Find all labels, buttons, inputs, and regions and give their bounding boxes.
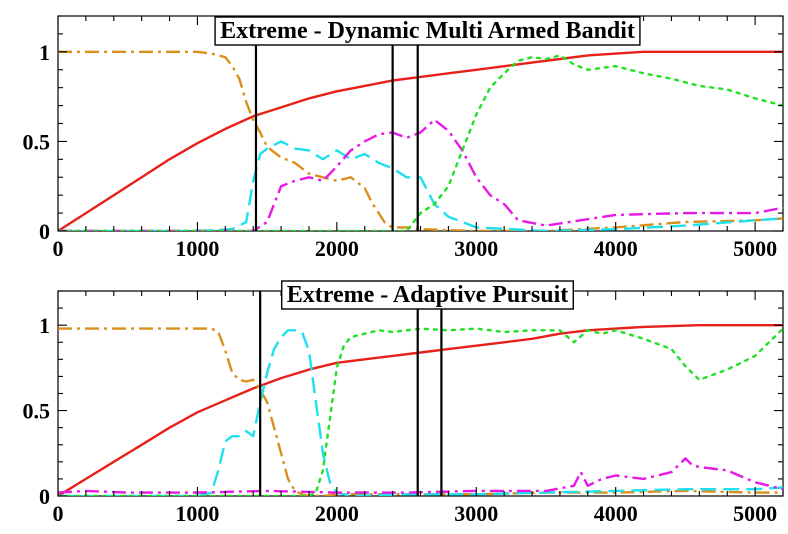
x-tick-label: 2000: [315, 501, 359, 526]
plot-frame: [57, 15, 784, 232]
chart-title: Extreme - Adaptive Pursuit: [287, 282, 569, 308]
series-line-3: [58, 457, 783, 494]
x-tick-label: 0: [53, 501, 64, 526]
series-line-3: [58, 118, 783, 231]
y-tick-label: 1: [39, 40, 50, 65]
chart-title: Extreme - Dynamic Multi Armed Bandit: [220, 18, 635, 44]
bottom-panel: 0 1000 2000 3000 4000 5000 0 0.5 1 Extreme - Adap…: [23, 280, 784, 526]
x-tick-label: 5000: [733, 236, 777, 261]
series-line-2: [58, 329, 783, 496]
x-tick-label: 4000: [594, 501, 638, 526]
x-tick-label: 0: [53, 236, 64, 261]
y-tick-label: 0: [39, 219, 50, 244]
top-panel: 0 1000 2000 3000 4000 5000 0 0.5 1 Extreme - Dyna…: [23, 15, 784, 261]
series-line-2: [58, 140, 783, 231]
plot-frame: [57, 290, 784, 497]
x-tick-label: 1000: [175, 501, 219, 526]
y-tick-label: 0: [39, 484, 50, 509]
series-line-4: [58, 54, 783, 231]
x-tick-label: 4000: [594, 236, 638, 261]
series-line-4: [58, 327, 783, 496]
series-line-1: [58, 327, 783, 496]
y-tick-label: 1: [39, 313, 50, 338]
x-tick-label: 3000: [454, 501, 498, 526]
y-tick-label: 0.5: [23, 129, 51, 154]
title-box: [281, 280, 574, 310]
x-tick-label: 3000: [454, 236, 498, 261]
x-tick-label: 5000: [733, 501, 777, 526]
y-tick-label: 0.5: [23, 399, 51, 424]
x-tick-label: 1000: [175, 236, 219, 261]
series-line-1: [58, 50, 783, 231]
x-tick-label: 2000: [315, 236, 359, 261]
series-line-0: [58, 50, 783, 231]
title-box: [214, 16, 641, 46]
series-line-0: [58, 324, 783, 496]
